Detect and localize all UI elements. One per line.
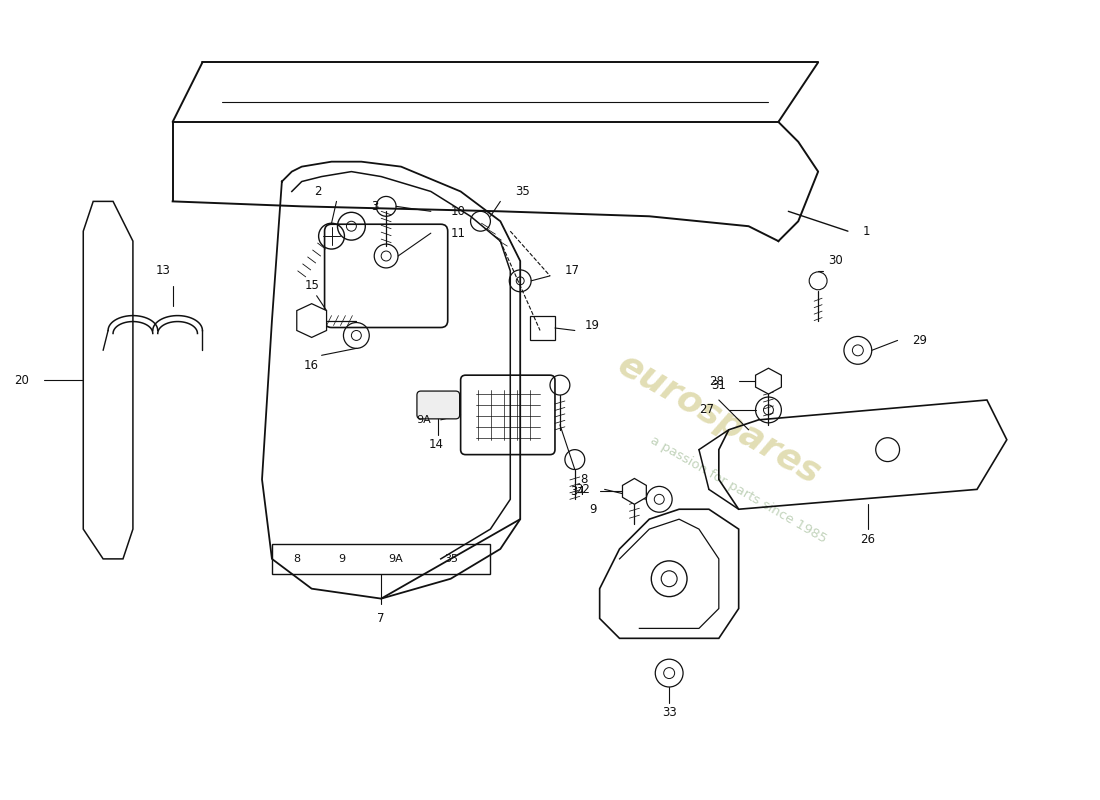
Text: 20: 20 bbox=[14, 374, 29, 386]
Text: 11: 11 bbox=[451, 226, 465, 240]
Bar bbox=[272, 544, 491, 574]
Text: 7: 7 bbox=[377, 612, 385, 625]
Text: 14: 14 bbox=[428, 438, 443, 451]
Text: 19: 19 bbox=[585, 319, 600, 332]
Text: 26: 26 bbox=[860, 533, 876, 546]
Text: 16: 16 bbox=[305, 358, 319, 372]
Text: 17: 17 bbox=[565, 265, 580, 278]
Text: 9A: 9A bbox=[388, 554, 404, 564]
Polygon shape bbox=[297, 304, 327, 338]
Text: 2: 2 bbox=[315, 185, 321, 198]
Text: 35: 35 bbox=[443, 554, 458, 564]
Polygon shape bbox=[623, 478, 647, 504]
Polygon shape bbox=[756, 368, 781, 394]
Text: 9: 9 bbox=[338, 554, 345, 564]
Text: 30: 30 bbox=[828, 254, 843, 267]
Text: 10: 10 bbox=[451, 205, 465, 218]
Text: 31: 31 bbox=[712, 378, 726, 392]
FancyBboxPatch shape bbox=[417, 391, 460, 419]
Text: 33: 33 bbox=[662, 706, 676, 719]
Text: 9: 9 bbox=[590, 502, 597, 516]
Text: 9A: 9A bbox=[416, 415, 431, 425]
Text: 3: 3 bbox=[372, 200, 378, 213]
Text: 28: 28 bbox=[708, 374, 724, 388]
Text: 1: 1 bbox=[862, 225, 870, 238]
Text: 32: 32 bbox=[575, 483, 590, 496]
Text: a passion for parts since 1985: a passion for parts since 1985 bbox=[648, 434, 829, 546]
Text: 8: 8 bbox=[580, 473, 587, 486]
Text: eurospares: eurospares bbox=[612, 348, 826, 492]
Text: 27: 27 bbox=[698, 403, 714, 417]
Text: 13: 13 bbox=[155, 265, 170, 278]
Text: 34: 34 bbox=[570, 485, 585, 498]
Text: 8: 8 bbox=[294, 554, 300, 564]
Text: 35: 35 bbox=[515, 185, 530, 198]
Text: 15: 15 bbox=[305, 279, 319, 292]
Text: 29: 29 bbox=[913, 334, 927, 347]
